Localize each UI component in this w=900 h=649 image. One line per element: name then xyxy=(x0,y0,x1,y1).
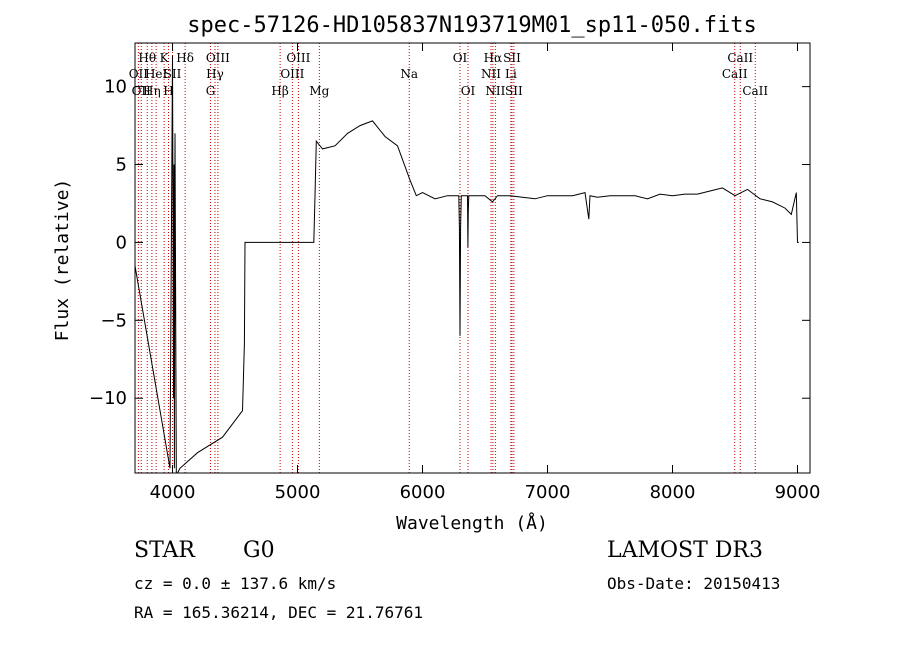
spectrum-series xyxy=(134,55,799,474)
marker-label-7: SII xyxy=(164,67,182,81)
marker-label-15: Mg xyxy=(309,84,329,98)
coordinates: RA = 165.36214, DEC = 21.76761 xyxy=(134,603,423,622)
marker-label-1: OII xyxy=(132,84,152,98)
y-tick-label--5: −5 xyxy=(100,310,127,331)
x-tick-label-8000: 8000 xyxy=(650,482,696,503)
marker-label-19: NII xyxy=(481,67,501,81)
marker-label-2: Hθ xyxy=(138,51,156,65)
marker-label-0: OII xyxy=(129,67,149,81)
survey-name: LAMOST DR3 xyxy=(607,538,763,563)
x-tick-label-6000: 6000 xyxy=(400,482,446,503)
x-tick-label-5000: 5000 xyxy=(275,482,321,503)
y-tick-label-5: 5 xyxy=(116,155,127,176)
y-axis-label: Flux (relative) xyxy=(52,179,73,342)
observation-date: Obs-Date: 20150413 xyxy=(607,574,781,593)
spectral-line-markers xyxy=(137,43,756,473)
marker-label-20: Hα xyxy=(484,51,503,65)
marker-label-14: OIII xyxy=(286,51,310,65)
line-marker-labels: OII OII Hθ Hη HeI K H SII Hδ G Hγ OIII Hβ OIII OIII Mg N… xyxy=(129,51,769,98)
series-line-spectrum xyxy=(134,55,799,474)
chart-title: spec-57126-HD105837N193719M01_sp11-050.f… xyxy=(187,13,757,38)
marker-label-18: OI xyxy=(461,84,476,98)
y-tick-label-10: 10 xyxy=(104,77,127,98)
plot-frame xyxy=(134,42,811,474)
marker-label-23: SII xyxy=(503,51,521,65)
x-tick-label-9000: 9000 xyxy=(775,482,821,503)
y-tick-label--10: −10 xyxy=(89,388,127,409)
axis-ticks: 4000 5000 6000 7000 8000 9000 −10 −5 0 5 10 xyxy=(89,43,820,503)
x-tick-label-7000: 7000 xyxy=(525,482,571,503)
marker-label-21: NII xyxy=(485,84,505,98)
marker-label-22: Li xyxy=(505,67,517,81)
marker-label-25: CaII xyxy=(722,67,748,81)
object-subclass: G0 xyxy=(243,538,275,563)
marker-label-27: CaII xyxy=(742,84,768,98)
marker-label-26: CaII xyxy=(727,51,753,65)
marker-label-13: OIII xyxy=(280,67,304,81)
marker-label-9: G xyxy=(206,84,216,98)
marker-label-10: Hγ xyxy=(206,67,224,81)
marker-label-3: Hη xyxy=(143,84,161,98)
marker-label-8: Hδ xyxy=(176,51,194,65)
marker-label-6: H xyxy=(163,84,173,98)
redshift-value: cz = 0.0 ± 137.6 km/s xyxy=(134,574,337,593)
marker-label-11: OIII xyxy=(206,51,230,65)
marker-label-16: Na xyxy=(400,67,418,81)
x-tick-label-4000: 4000 xyxy=(150,482,196,503)
y-tick-label-0: 0 xyxy=(116,232,127,253)
marker-label-5: K xyxy=(160,51,170,65)
x-axis-label: Wavelength (Å) xyxy=(396,512,548,534)
marker-label-17: OI xyxy=(453,51,468,65)
marker-label-24: SII xyxy=(505,84,523,98)
object-class: STAR xyxy=(134,538,195,563)
marker-label-12: Hβ xyxy=(271,84,288,98)
marker-label-4: HeI xyxy=(145,67,168,81)
